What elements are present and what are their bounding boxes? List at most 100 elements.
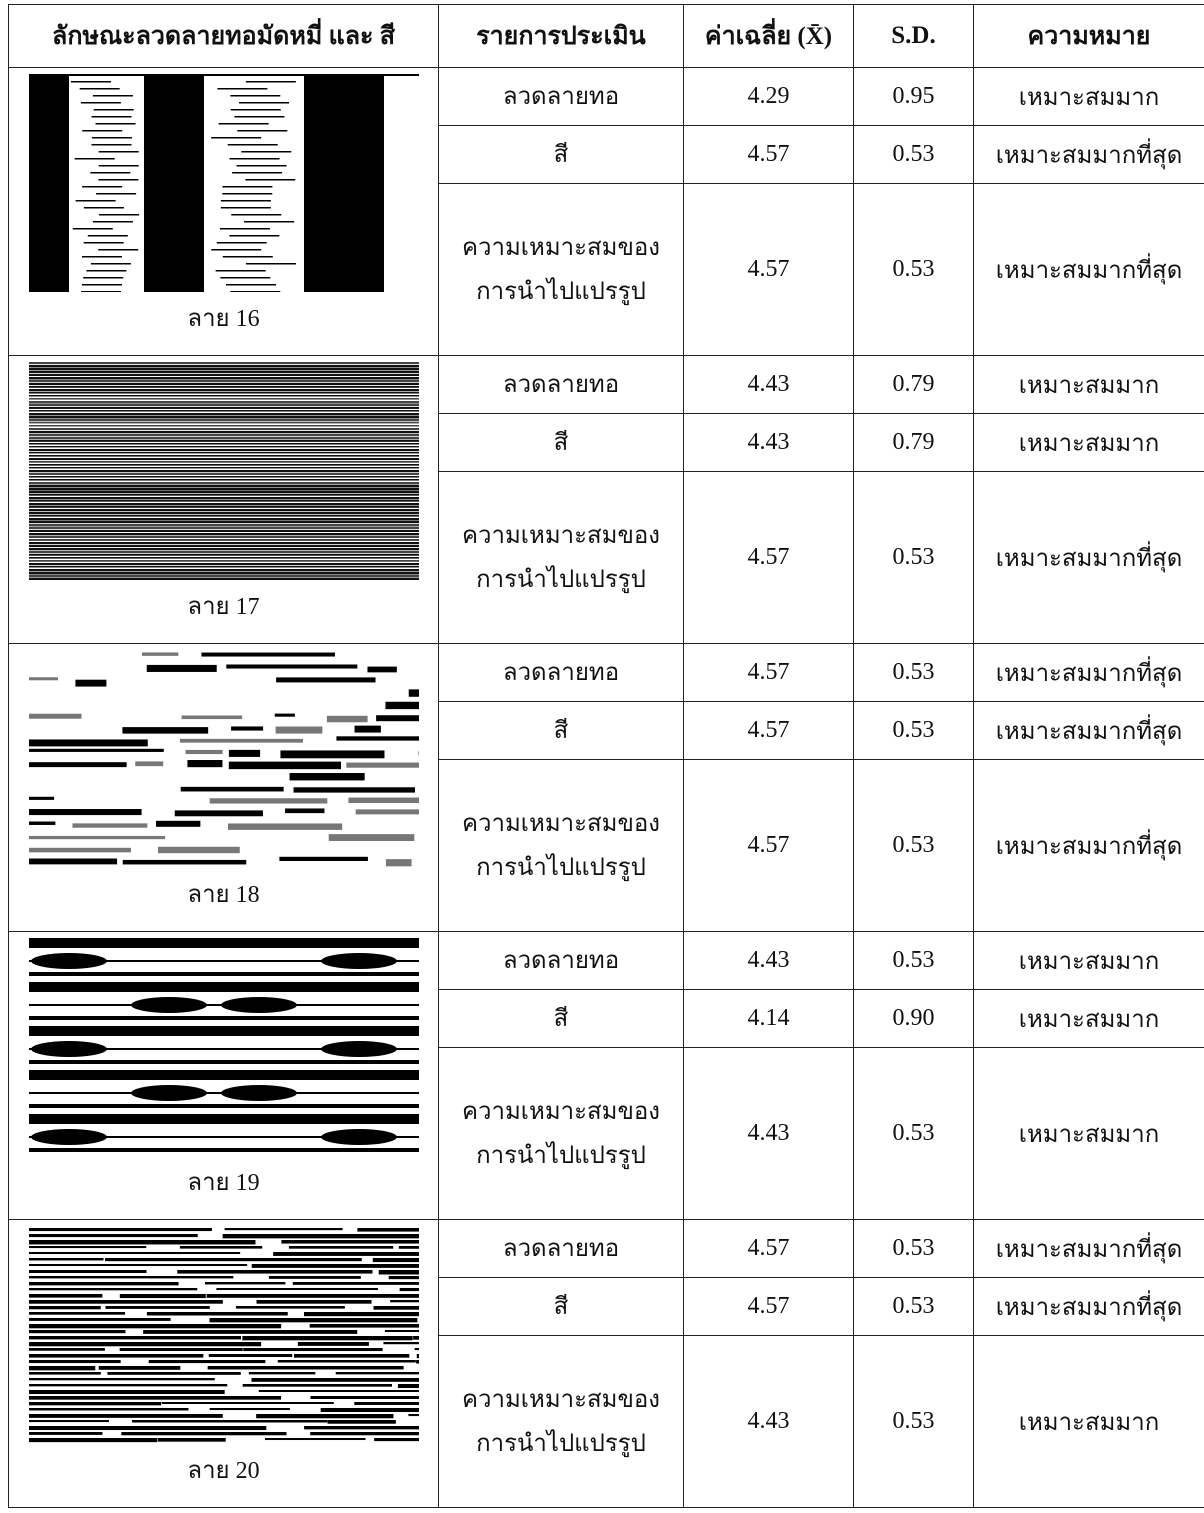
item-text: ความเหมาะสมของ (461, 810, 661, 837)
pattern-stroke (28, 401, 419, 404)
pattern-cell: ลาย 18 (8, 643, 439, 932)
pattern-stroke (28, 485, 419, 488)
pattern-stroke (122, 859, 246, 865)
item-cell: สี (438, 125, 684, 184)
pattern-blob (30, 1041, 107, 1057)
pattern-stroke (203, 176, 304, 179)
pattern-stroke (256, 1300, 372, 1304)
pattern-stroke (412, 1336, 419, 1340)
pattern-stroke (383, 99, 419, 102)
pattern-stroke (309, 1324, 419, 1328)
pattern-stroke (28, 1384, 227, 1387)
pattern-stroke (28, 407, 419, 409)
pattern-stroke (220, 207, 271, 209)
pattern-stroke (181, 715, 242, 720)
pattern-stroke (384, 1330, 419, 1333)
pattern-stroke (203, 288, 304, 291)
pattern-stroke (383, 260, 419, 263)
pattern-stroke (250, 1378, 419, 1382)
pattern-stroke (68, 127, 144, 130)
pattern-stroke (176, 1270, 372, 1274)
pattern-stroke (383, 211, 419, 214)
pattern-stroke (28, 488, 419, 491)
pattern-stroke (28, 449, 419, 452)
pattern-stroke (90, 263, 131, 265)
pattern-stroke (383, 127, 419, 130)
mean-cell: 4.43 (683, 1047, 854, 1220)
pattern-stroke (28, 938, 419, 948)
pattern-stroke (106, 1372, 241, 1375)
pattern-stroke (28, 1288, 197, 1291)
pattern-stroke (397, 1384, 419, 1388)
pattern-stroke (28, 1300, 223, 1304)
pattern-stroke (104, 1258, 362, 1262)
pattern-blob (130, 997, 207, 1013)
pattern-stroke (28, 1136, 419, 1138)
pattern-stroke (383, 176, 419, 179)
pattern-stroke (203, 134, 304, 137)
table-row: ความเหมาะสมของ การนำไปแปรรูป 4.57 0.53 เหมาะ… (9, 183, 1204, 356)
meaning-cell: เหมาะสมมาก (973, 989, 1204, 1048)
pattern-label: ลาย 20 (187, 1458, 260, 1484)
pattern-stroke (92, 95, 133, 97)
pattern-cell: ลาย 20 (8, 1219, 439, 1508)
pattern-stroke (83, 242, 124, 244)
item-text: สี (553, 1005, 569, 1032)
pattern-stroke (28, 509, 419, 512)
pattern-stroke (28, 413, 419, 416)
pattern-stroke (264, 1438, 366, 1441)
item-cell: สี (438, 701, 684, 760)
pattern-stroke (68, 120, 144, 123)
pattern-stroke (353, 1402, 419, 1405)
pattern-stroke (28, 1432, 102, 1435)
pattern-stroke (375, 715, 419, 722)
pattern-stroke (383, 183, 419, 186)
pattern-stroke (121, 727, 208, 734)
pattern-stroke (28, 1276, 233, 1279)
pattern-stroke (399, 1288, 419, 1292)
pattern-stroke (68, 169, 144, 172)
pattern-stroke (28, 371, 419, 374)
pattern-stroke (79, 88, 120, 90)
pattern-stroke (209, 798, 327, 804)
sd-cell: 0.53 (853, 125, 974, 184)
pattern-stroke (203, 281, 304, 284)
pattern-stroke (28, 500, 419, 502)
pattern-stroke (28, 455, 419, 457)
mean-cell: 4.43 (683, 355, 854, 414)
pattern-stroke (85, 270, 126, 272)
pattern-blob (30, 1129, 107, 1145)
item-text: ลวดลายทอ (502, 947, 620, 974)
pattern-stroke (28, 383, 419, 386)
pattern-stroke (28, 1264, 247, 1267)
pattern-stroke (71, 823, 147, 828)
pattern-stroke (28, 1104, 419, 1108)
pattern-stroke (68, 260, 144, 263)
pattern-stroke (383, 169, 419, 172)
pattern-stroke (203, 204, 304, 207)
sd-cell: 0.53 (853, 643, 974, 702)
item-cell: ลวดลายทอ (438, 355, 684, 414)
pattern-stroke (326, 715, 368, 723)
mean-cell: 4.57 (683, 643, 854, 702)
pattern-stroke (28, 368, 419, 371)
pattern-stroke (383, 190, 419, 193)
pattern-stroke (28, 482, 419, 485)
pattern-stroke (68, 218, 144, 221)
pattern-stroke (186, 760, 222, 768)
pattern-stroke (134, 761, 163, 767)
pattern-stroke (28, 431, 419, 434)
pattern-stroke (68, 99, 144, 102)
pattern-stroke (207, 1366, 404, 1370)
pattern-stroke (238, 102, 289, 104)
pattern-stroke (68, 134, 144, 137)
pattern-stroke (28, 515, 419, 517)
pattern-stroke (28, 1270, 147, 1274)
pattern-stroke (68, 106, 144, 109)
pattern-stroke (203, 239, 304, 242)
pattern-stroke (148, 1360, 265, 1364)
pattern-stroke (28, 1240, 255, 1245)
pattern-stroke (28, 1318, 171, 1321)
pattern-stroke (68, 204, 144, 207)
pattern-stroke (383, 267, 419, 270)
